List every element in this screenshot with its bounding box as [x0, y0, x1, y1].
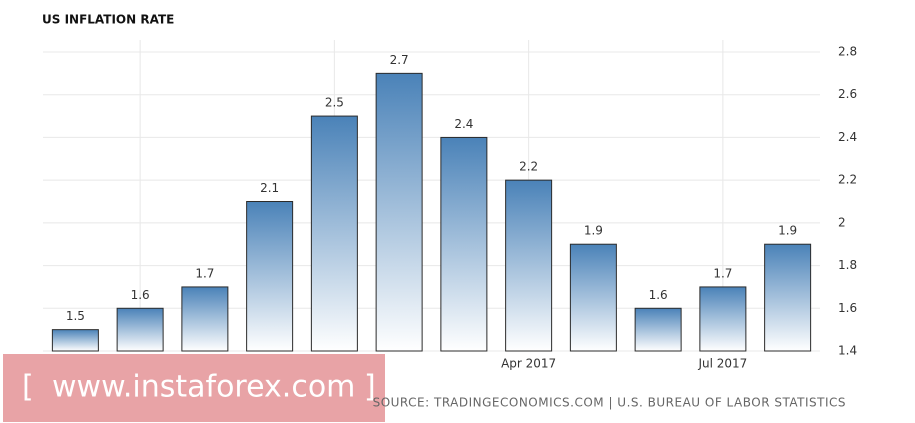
bar	[505, 179, 553, 352]
bar	[375, 72, 423, 352]
bar	[116, 307, 164, 352]
bar	[440, 136, 488, 352]
watermark-box	[3, 354, 385, 422]
data-label: 2.2	[519, 160, 538, 174]
data-label: 1.9	[584, 224, 603, 238]
y-tick-label: 1.8	[838, 258, 857, 272]
data-label: 2.5	[325, 96, 344, 110]
y-tick-label: 2.8	[838, 45, 857, 59]
data-label: 1.9	[778, 224, 797, 238]
bar	[246, 201, 294, 352]
data-label: 2.4	[454, 117, 473, 131]
data-label: 1.7	[195, 266, 214, 280]
x-tick-label: Apr 2017	[501, 357, 556, 371]
y-tick-label: 2.2	[838, 173, 857, 187]
source-text: SOURCE: TRADINGECONOMICS.COM | U.S. BURE…	[373, 396, 846, 410]
watermark-bracket: ]	[364, 370, 376, 405]
y-tick-label: 2	[838, 215, 846, 229]
y-tick-label: 1.6	[838, 301, 857, 315]
data-label: 1.6	[131, 288, 150, 302]
data-label: 1.5	[66, 309, 85, 323]
y-tick-label: 2.4	[838, 130, 857, 144]
data-label: 2.1	[260, 181, 279, 195]
watermark-bracket: [	[22, 370, 34, 405]
bar	[634, 307, 682, 352]
bar	[569, 243, 617, 352]
bar	[699, 286, 747, 352]
x-tick-label: Jul 2017	[697, 357, 747, 371]
plot-area: 1.41.61.822.22.42.62.8Oct 2016Jan 2017Ap…	[43, 40, 857, 371]
bar	[310, 115, 358, 352]
chart-title: US INFLATION RATE	[42, 13, 174, 27]
data-label: 2.7	[390, 53, 409, 67]
bar	[51, 329, 99, 352]
y-tick-label: 2.6	[838, 87, 857, 101]
watermark-text: www.instaforex.com	[52, 370, 355, 405]
data-label: 1.7	[713, 266, 732, 280]
bar	[181, 286, 229, 352]
bar	[764, 243, 812, 352]
data-label: 1.6	[649, 288, 668, 302]
y-tick-label: 1.4	[838, 344, 857, 358]
